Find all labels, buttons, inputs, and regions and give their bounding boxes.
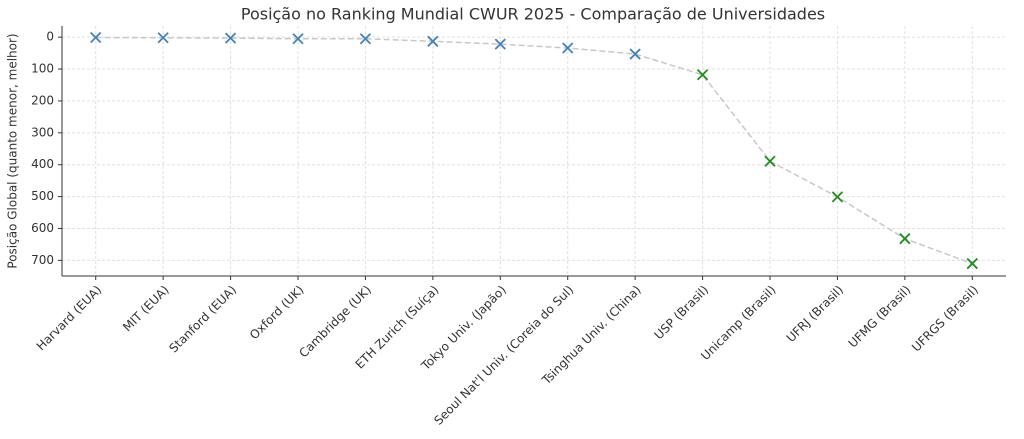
x-tick-label: Seoul Nat'l Univ. (Coreia do Sul) — [431, 283, 576, 428]
y-tick-label: 600 — [31, 221, 54, 235]
y-tick-label: 300 — [31, 125, 54, 139]
x-tick-label: UFMG (Brasil) — [846, 283, 914, 351]
x-tick-label: USP (Brasil) — [652, 283, 712, 343]
y-tick-label: 500 — [31, 189, 54, 203]
x-tick-label: Unicamp (Brasil) — [698, 283, 778, 363]
marker — [629, 48, 641, 60]
x-tick-label: Cambridge (UK) — [296, 283, 374, 361]
y-axis-label: Posição Global (quanto menor, melhor) — [6, 33, 20, 268]
x-tick-label: MIT (EUA) — [120, 283, 172, 335]
marker — [157, 32, 169, 44]
y-tick-label: 0 — [46, 30, 54, 44]
x-tick-label: UFRGS (Brasil) — [909, 283, 981, 355]
y-tick-label: 100 — [31, 62, 54, 76]
y-tick-label: 400 — [31, 157, 54, 171]
marker — [899, 233, 911, 245]
y-tick-label: 200 — [31, 93, 54, 107]
y-tick-label: 700 — [31, 253, 54, 267]
marker — [966, 257, 978, 270]
marker — [292, 33, 304, 45]
x-tick-label: Harvard (EUA) — [34, 283, 105, 354]
marker — [90, 31, 102, 44]
line — [95, 36, 973, 265]
x-tick-label: Stanford (EUA) — [166, 283, 239, 356]
x-tick-label: Oxford (UK) — [247, 283, 307, 343]
marker — [494, 38, 506, 50]
marker — [764, 155, 776, 167]
marker — [696, 69, 709, 81]
marker — [427, 35, 439, 47]
marker — [831, 191, 844, 203]
marker — [359, 33, 372, 45]
marker — [562, 42, 574, 54]
x-tick-label: UFRJ (Brasil) — [784, 283, 846, 345]
marker — [224, 32, 237, 44]
chart-title: Posição no Ranking Mundial CWUR 2025 - C… — [241, 5, 825, 24]
